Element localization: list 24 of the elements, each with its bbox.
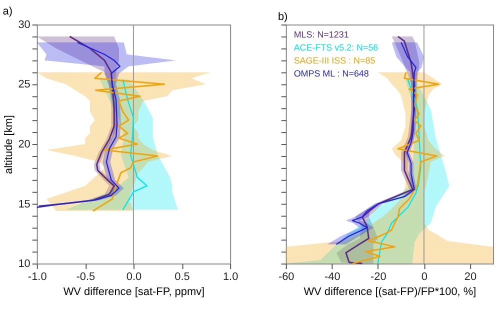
x-tick-label: 20: [464, 270, 477, 283]
x-tick-label: 1.0: [222, 270, 238, 283]
x-tick-label: -60: [278, 270, 294, 283]
text: ACE-FTS v5.2: N=56: [294, 42, 378, 52]
y-tick-label: 15: [18, 198, 30, 210]
x-axis-title: WV difference [(sat-FP)/FP*100, %]: [304, 286, 476, 298]
x-tick-label: -20: [370, 270, 386, 283]
y-tick-label: 20: [18, 138, 30, 151]
x-tick-label: -0.5: [76, 270, 96, 283]
x-tick-label: 0.5: [174, 270, 190, 283]
text: OMPS ML : N=648: [294, 68, 369, 78]
y-tick-label: 10: [18, 258, 30, 270]
chart-title: b): [278, 11, 288, 24]
chart-title: a): [2, 6, 12, 18]
y-axis-title: altitude [km]: [3, 115, 16, 174]
text: SAGE-III ISS : N=85: [294, 55, 376, 66]
x-tick-label: 0.0: [126, 270, 142, 283]
x-axis-title: WV difference [sat-FP, ppmv]: [63, 286, 205, 298]
y-tick-label: 25: [18, 78, 30, 91]
y-tick-label: 30: [18, 18, 30, 31]
x-tick-label: -1.0: [28, 270, 47, 283]
x-tick-label: 0: [421, 270, 428, 283]
text: MLS: N=1231: [294, 29, 349, 40]
x-tick-label: -40: [324, 270, 340, 283]
